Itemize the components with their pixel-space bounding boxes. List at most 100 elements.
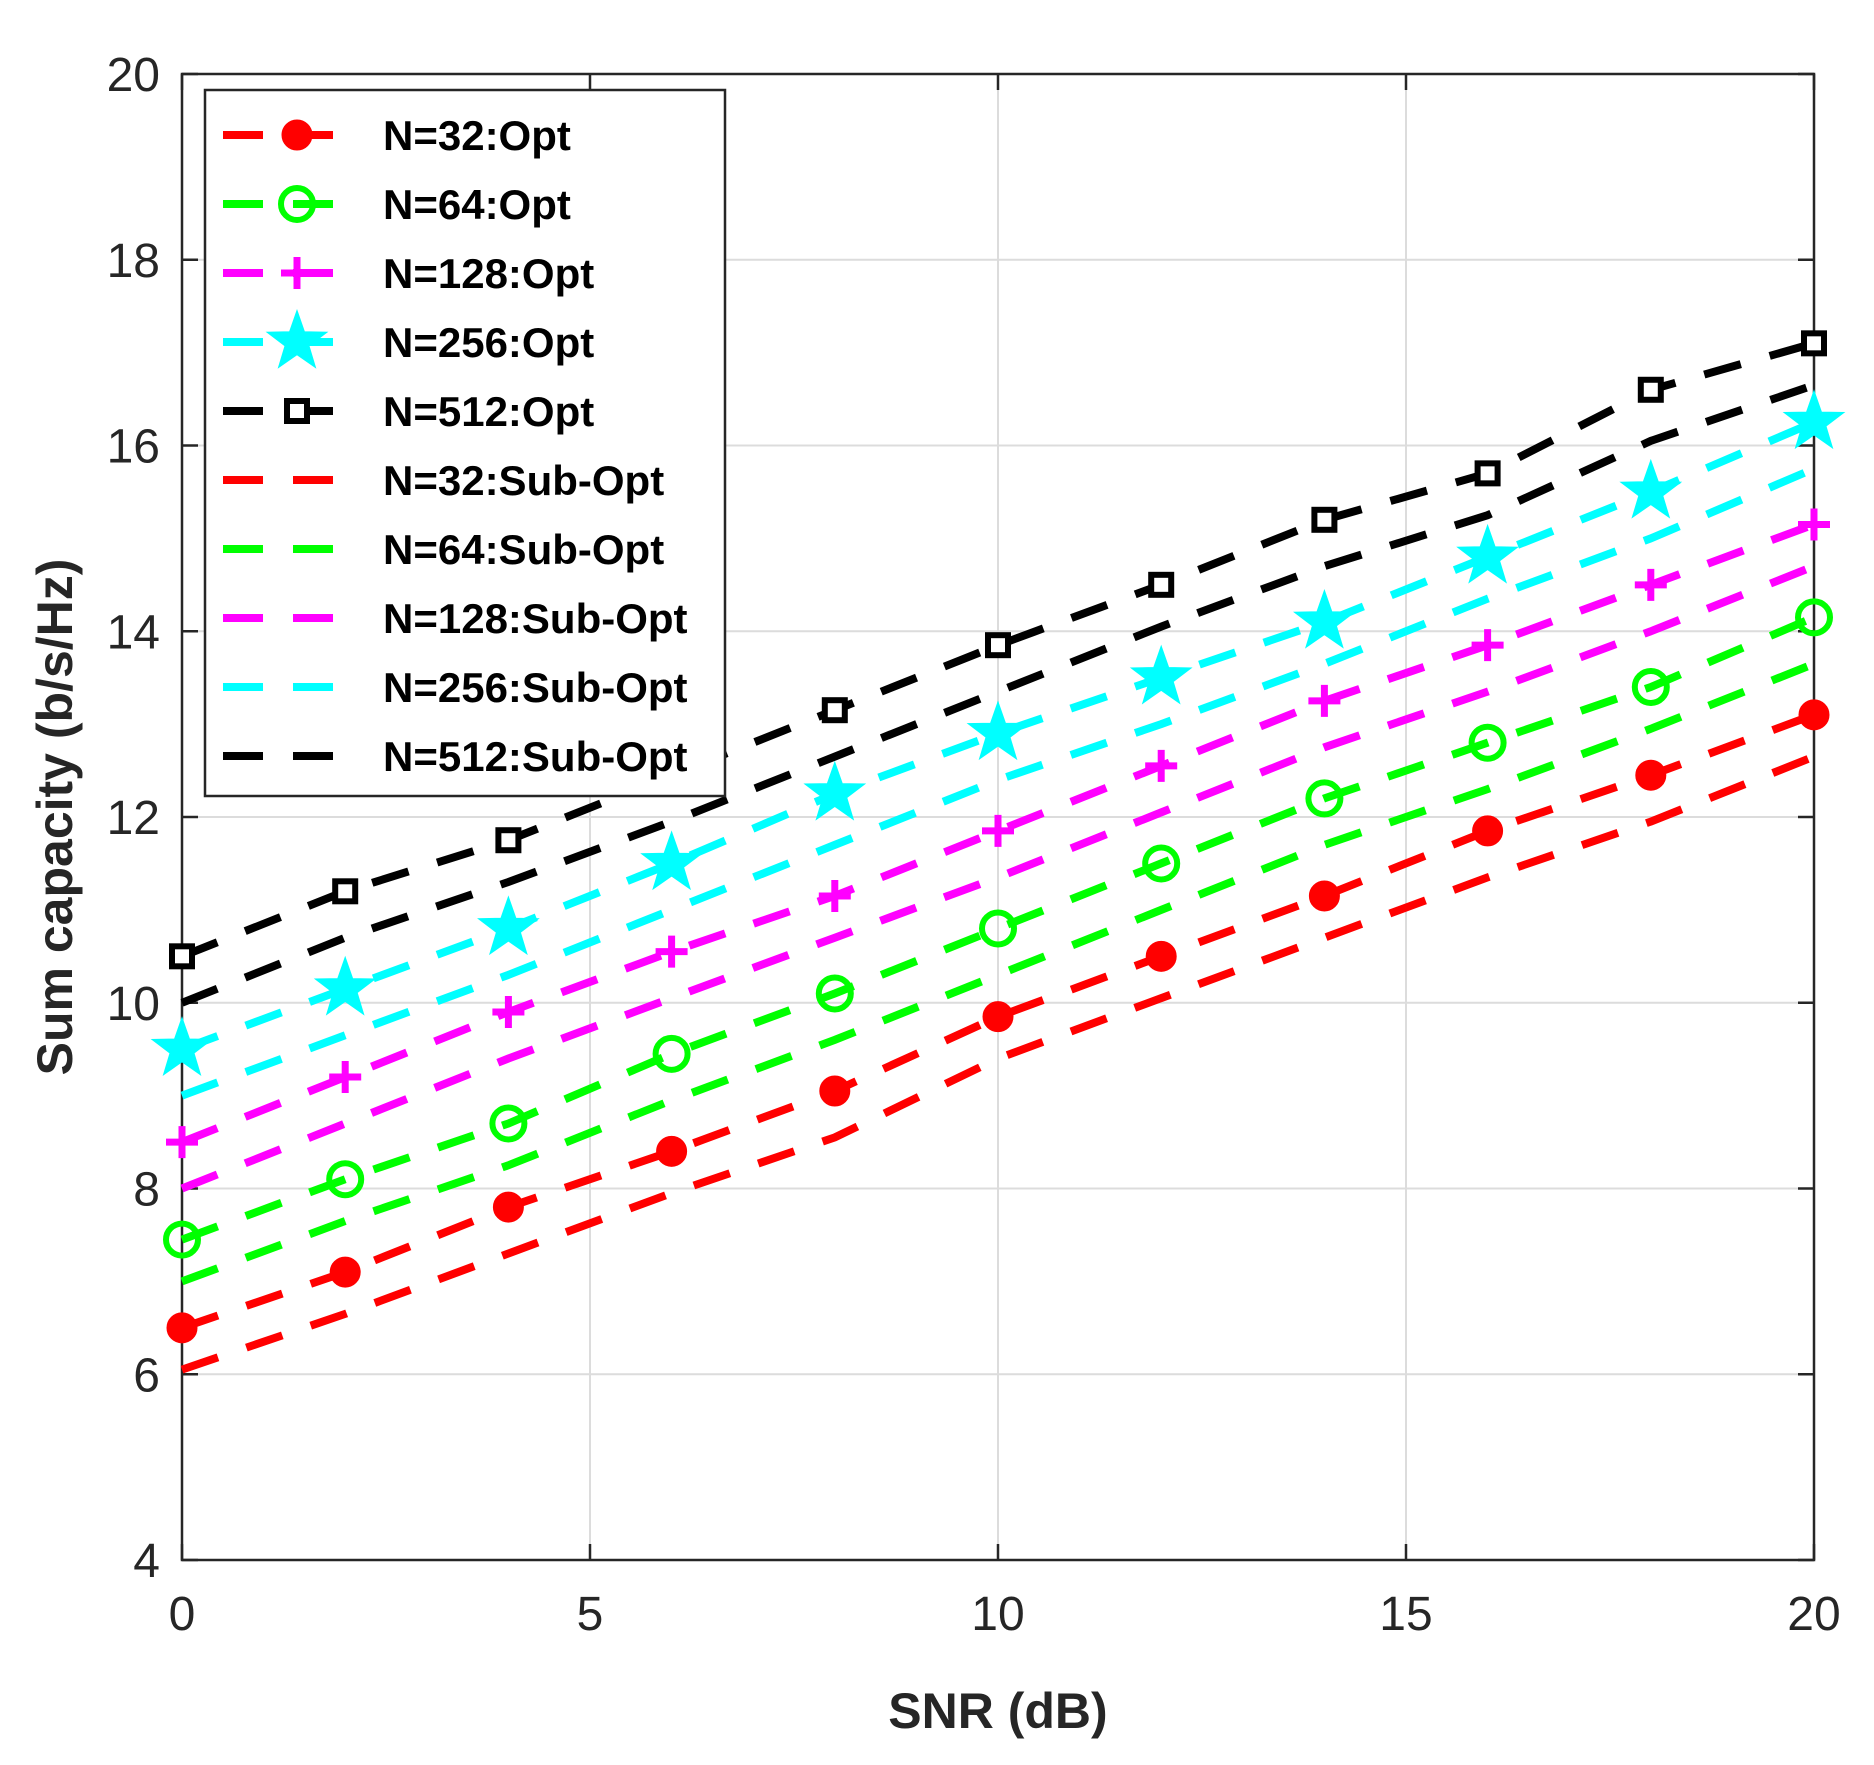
series-line <box>180 752 1816 1374</box>
data-point <box>1311 506 1338 533</box>
data-point <box>1305 779 1344 818</box>
legend-label: N=128:Sub-Opt <box>383 595 688 642</box>
legend-label: N=512:Sub-Opt <box>383 733 688 780</box>
data-point <box>982 1001 1014 1033</box>
y-tick-label: 14 <box>107 606 160 659</box>
series-n-128-sub-opt <box>180 562 1816 1193</box>
data-point <box>1474 460 1501 487</box>
axis-ticks: 0 5 10 15 20 4 6 8 10 12 14 16 18 20 <box>107 49 1841 1641</box>
data-point <box>477 895 540 956</box>
series-n-128-opt <box>166 508 1830 1159</box>
y-tick-label: 20 <box>107 49 160 102</box>
legend-item: N=128:Opt <box>223 250 594 297</box>
x-axis-label: SNR (dB) <box>888 1683 1107 1739</box>
data-point <box>1619 458 1683 519</box>
y-tick-label: 10 <box>107 978 160 1031</box>
data-point <box>979 909 1017 948</box>
data-point <box>166 1126 198 1159</box>
data-point <box>1293 588 1356 649</box>
data-point <box>1456 523 1519 584</box>
data-point <box>652 1034 691 1073</box>
legend-label: N=32:Opt <box>383 112 571 159</box>
legend-label: N=32:Sub-Opt <box>383 457 664 504</box>
series-n-512-sub-opt <box>180 381 1816 1007</box>
data-point <box>1472 815 1504 847</box>
y-tick-label: 12 <box>107 792 160 845</box>
data-point <box>818 879 851 912</box>
x-tick-label: 0 <box>169 1588 196 1641</box>
data-point <box>1142 844 1181 883</box>
legend-item: N=512:Opt <box>223 388 594 435</box>
legend-marker <box>278 185 316 223</box>
series-line <box>180 660 1816 1286</box>
data-point <box>1308 880 1340 912</box>
data-point <box>169 943 195 970</box>
data-point <box>1471 629 1504 662</box>
data-point <box>815 974 854 1013</box>
data-point <box>1637 376 1664 403</box>
legend-label: N=256:Opt <box>383 319 594 366</box>
data-point <box>1145 940 1177 972</box>
legend-item: N=256:Opt <box>223 308 594 369</box>
data-point <box>329 1061 362 1094</box>
legend-box <box>203 88 727 798</box>
legend-item: N=256:Sub-Opt <box>223 664 688 711</box>
data-point <box>495 827 522 854</box>
series-line <box>180 711 1816 1332</box>
data-point <box>492 1191 524 1223</box>
legend-item: N=512:Sub-Opt <box>223 733 688 780</box>
data-point <box>1468 723 1507 762</box>
series-line <box>180 339 1816 961</box>
x-tick-label: 5 <box>577 1588 604 1641</box>
y-axis-label: Sum capacity (b/s/Hz) <box>27 559 83 1076</box>
legend-marker <box>281 119 313 151</box>
legend-marker <box>281 257 313 289</box>
data-point <box>1795 598 1833 637</box>
x-tick-label: 10 <box>971 1588 1024 1641</box>
series-layer <box>150 330 1846 1374</box>
series-line <box>180 562 1816 1193</box>
series-n-64-sub-opt <box>180 660 1816 1286</box>
data-point <box>985 632 1011 659</box>
legend-item: N=32:Sub-Opt <box>223 457 664 504</box>
data-point <box>656 1135 688 1167</box>
data-point <box>1801 330 1827 357</box>
series-n-256-opt <box>150 389 1846 1076</box>
data-point <box>640 830 703 891</box>
legend-label: N=512:Opt <box>383 388 594 435</box>
y-tick-label: 6 <box>133 1349 160 1402</box>
y-tick-label: 16 <box>107 421 160 474</box>
data-point <box>1631 667 1670 706</box>
legend-marker <box>265 308 329 369</box>
data-point <box>966 700 1030 761</box>
data-point <box>1782 389 1846 450</box>
series-n-64-opt <box>163 598 1833 1259</box>
data-point <box>313 955 377 1016</box>
y-tick-label: 8 <box>133 1164 160 1217</box>
data-point <box>332 878 359 905</box>
data-point <box>1308 684 1341 717</box>
y-tick-label: 4 <box>133 1535 160 1588</box>
data-point <box>489 1104 528 1143</box>
series-n-32-sub-opt <box>180 752 1816 1374</box>
legend-label: N=256:Sub-Opt <box>383 664 688 711</box>
data-point <box>1129 644 1193 705</box>
data-point <box>1635 759 1667 791</box>
series-line <box>180 613 1816 1244</box>
data-point <box>1145 749 1178 782</box>
data-point <box>819 1075 851 1107</box>
series-line <box>180 520 1816 1146</box>
legend-item: N=64:Opt <box>223 181 571 228</box>
legend: N=32:Opt N=64:Opt N=128:Opt N=256:Opt N=512:… <box>203 88 727 798</box>
data-point <box>803 760 867 821</box>
data-point <box>982 814 1014 847</box>
data-point <box>655 935 688 968</box>
legend-item: N=128:Sub-Opt <box>223 595 688 642</box>
data-point <box>1634 568 1667 601</box>
data-point <box>1798 699 1830 731</box>
legend-item: N=64:Sub-Opt <box>223 526 664 573</box>
series-line <box>180 418 1816 1053</box>
data-point <box>1148 571 1175 598</box>
y-tick-label: 18 <box>107 235 160 288</box>
